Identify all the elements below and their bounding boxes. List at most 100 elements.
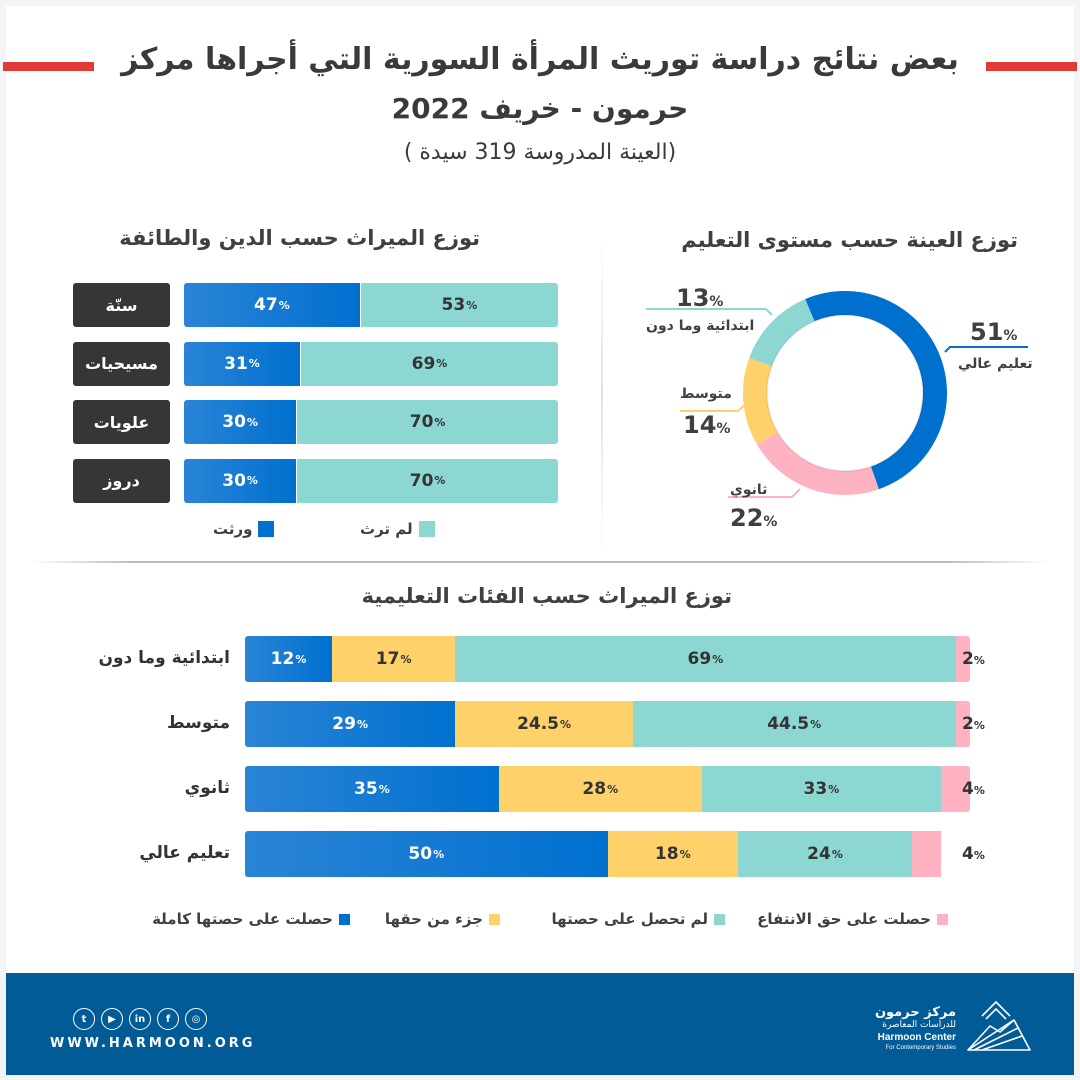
bar-segment: 50% [245, 831, 608, 877]
legend-item: حصلت على حصتها كاملة [152, 910, 350, 928]
legend-swatch [258, 521, 275, 537]
percent-sign: % [763, 514, 778, 530]
bar-segment-not-inherited: 70% [296, 400, 558, 444]
bar-segment-inherited: 30% [184, 400, 297, 444]
facebook-icon[interactable]: f [157, 1008, 179, 1030]
legend-item: لم تحصل على حصتها [552, 910, 725, 928]
legend-label: حصلت على حصتها كاملة [152, 910, 333, 928]
donut-slice-label: متوسط [680, 386, 732, 402]
bar-label-value: 53 [441, 295, 466, 315]
harmoon-logo-text: مركز حرمون للدراسات المعاصرة Harmoon Cen… [875, 1006, 956, 1051]
donut-value-value: 22 [730, 504, 764, 532]
percent-sign: % [278, 298, 290, 312]
legend-swatch [714, 913, 725, 925]
legend-swatch [418, 521, 435, 537]
horizontal-divider [30, 561, 1050, 563]
legend-item: حصلت على حق الانتفاع [757, 910, 948, 928]
legend-swatch [489, 913, 500, 925]
website-link[interactable]: WWW.HARMOON.ORG [50, 1036, 256, 1051]
percent-sign: % [607, 782, 619, 796]
bar-segment: 12% [245, 636, 332, 682]
donut-slice-value: 13% [676, 284, 723, 312]
percent-sign: % [356, 717, 368, 731]
bar-segment: 18% [607, 831, 738, 877]
instagram-icon[interactable]: ◎ [185, 1008, 207, 1030]
bar-segment-not-inherited: 70% [296, 458, 558, 503]
legend-item: جزء من حقها [385, 910, 500, 928]
percent-sign: % [466, 298, 478, 312]
bar-segment-inherited: 31% [184, 341, 300, 386]
bar-label-value: 33 [803, 779, 828, 799]
bar-segment [955, 636, 970, 682]
legend-swatch [937, 913, 948, 925]
percent-sign: % [433, 847, 445, 861]
bar-label-value: 4 [962, 844, 974, 864]
vertical-divider [601, 235, 603, 555]
linkedin-icon[interactable]: in [129, 1008, 151, 1030]
bar-label-value: 69 [687, 649, 712, 669]
donut-value-value: 14 [683, 411, 717, 439]
religion-chart-title: توزع الميراث حسب الدين والطائفة [119, 226, 480, 250]
category-label: ثانوي [184, 778, 230, 798]
donut-value-value: 13 [676, 284, 710, 312]
bar-segment-inherited: 47% [184, 283, 360, 327]
donut-slice-label: ابتدائية وما دون [646, 318, 755, 334]
legend-swatch [339, 913, 350, 925]
donut-slice-label: تعليم عالي [958, 356, 1033, 372]
bar-label-value: 2 [962, 714, 974, 734]
percent-sign: % [246, 415, 258, 429]
social-links: t ▶ in f ◎ [73, 1008, 207, 1030]
bar-label-value: 70 [409, 470, 434, 491]
percent-sign: % [716, 421, 731, 437]
bar-label-outside: 4% [962, 844, 985, 864]
category-label: تعليم عالي [139, 843, 230, 863]
category-label: دروز [73, 458, 170, 503]
logo-ar-sub: للدراسات المعاصرة [882, 1020, 956, 1030]
percent-sign: % [436, 357, 448, 370]
legend-item: ورثت [213, 520, 275, 538]
page-subtitle: (العينة المدروسة 319 سيدة ) [403, 140, 677, 165]
bar-label-value: 28 [582, 779, 607, 799]
category-label: مسيحيات [73, 341, 170, 386]
bar-segment: 24.5% [455, 701, 633, 747]
bar-segment: 24% [738, 831, 912, 877]
bar-label-value: 31 [224, 353, 248, 374]
percent-sign: % [248, 357, 260, 370]
bar-label-value: 70 [409, 412, 434, 432]
percent-sign: % [295, 652, 307, 666]
bar-segment: 69% [455, 636, 956, 682]
bar-label-value: 12 [270, 649, 295, 669]
bar-segment: 17% [332, 636, 456, 682]
footer [6, 973, 1074, 1075]
bar-label-value: 24 [807, 844, 831, 864]
youtube-icon[interactable]: ▶ [101, 1008, 123, 1030]
percent-sign: % [828, 782, 840, 796]
stacked-bar-row: 29% 24.5% 44.5% [245, 701, 970, 747]
percent-sign: % [378, 782, 390, 796]
category-label: علويات [73, 400, 170, 444]
percent-sign: % [973, 849, 985, 862]
bar-label-value: 29 [332, 714, 356, 734]
bar-label-value: 4 [962, 779, 974, 799]
bar-label-value: 44.5 [767, 714, 810, 734]
percent-sign: % [434, 415, 446, 429]
percent-sign: % [679, 847, 691, 861]
percent-sign: % [831, 847, 843, 861]
bar-label-value: 24.5 [517, 714, 560, 734]
infographic-card [6, 6, 1074, 1074]
bar-segment [912, 831, 941, 877]
percent-sign: % [1003, 328, 1018, 344]
education-inheritance-title: توزع الميراث حسب الفئات التعليمية [361, 584, 732, 608]
bar-label-value: 2 [962, 649, 974, 669]
bar-label-value: 50 [408, 844, 433, 864]
bar-label-outside: 2% [962, 649, 985, 669]
category-label: ابتدائية وما دون [98, 648, 230, 668]
stacked-bar-row: 50% 18% 24% [245, 831, 970, 877]
bar-label-outside: 2% [962, 714, 985, 734]
donut-slice-value: 14% [683, 411, 730, 439]
twitter-icon[interactable]: t [73, 1008, 95, 1030]
donut-slice-value: 22% [730, 504, 777, 532]
bar-segment-not-inherited: 69% [299, 341, 558, 386]
percent-sign: % [712, 652, 724, 666]
bar-label-value: 30 [222, 470, 246, 491]
